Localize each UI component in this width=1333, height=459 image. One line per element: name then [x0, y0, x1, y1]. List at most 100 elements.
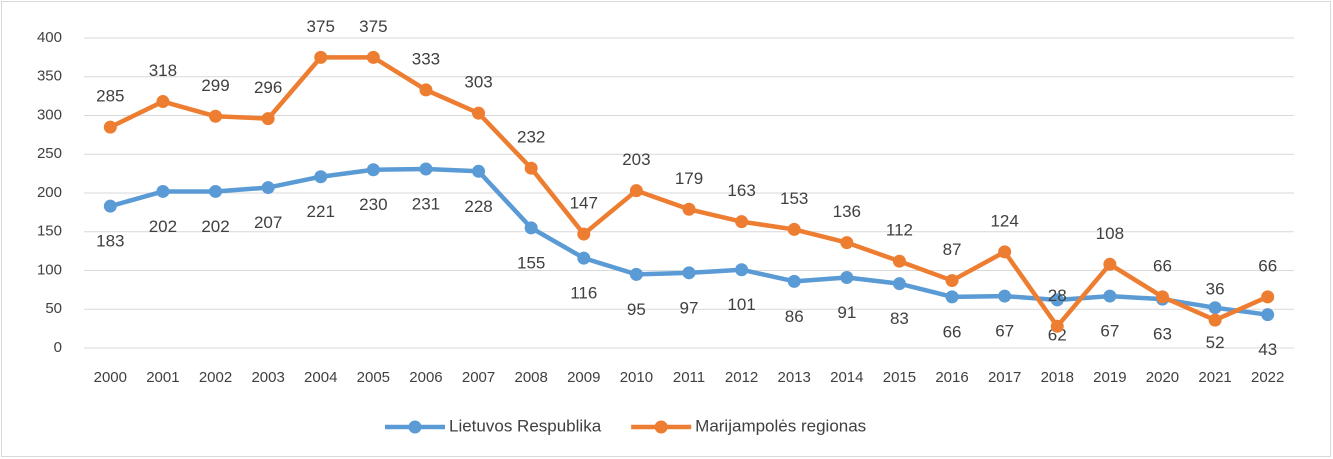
data-label: 66 — [1258, 256, 1277, 275]
data-point — [103, 199, 117, 213]
legend-label: Lietuvos Respublika — [449, 416, 602, 435]
data-point — [314, 170, 328, 184]
data-point — [998, 245, 1012, 259]
data-point — [1155, 290, 1169, 304]
data-point — [366, 163, 380, 177]
data-label: 28 — [1048, 286, 1067, 305]
data-point — [998, 289, 1012, 303]
y-tick-label: 300 — [37, 106, 62, 123]
data-label: 147 — [570, 194, 598, 213]
data-label: 87 — [943, 240, 962, 259]
x-tick-label: 2019 — [1093, 369, 1126, 386]
x-tick-label: 2004 — [304, 369, 337, 386]
legend-marker — [408, 420, 422, 434]
data-point — [156, 184, 170, 198]
data-point — [1208, 313, 1222, 327]
data-label: 67 — [1100, 322, 1119, 341]
x-tick-label: 2011 — [673, 369, 705, 386]
data-point — [1261, 290, 1275, 304]
data-point — [524, 221, 538, 235]
data-label: 333 — [412, 49, 440, 68]
y-tick-label: 0 — [54, 339, 62, 356]
data-label: 91 — [837, 303, 856, 322]
data-label: 203 — [622, 150, 650, 169]
data-label: 285 — [96, 87, 124, 106]
data-point — [892, 277, 906, 291]
data-label: 183 — [96, 232, 124, 251]
x-tick-label: 2008 — [514, 369, 547, 386]
data-point — [735, 215, 749, 229]
data-label: 179 — [675, 169, 703, 188]
data-point — [629, 267, 643, 281]
x-tick-label: 2003 — [251, 369, 284, 386]
data-point — [682, 202, 696, 216]
data-point — [840, 270, 854, 284]
data-point — [1208, 301, 1222, 315]
x-tick-label: 2022 — [1251, 369, 1284, 386]
legend-marker — [654, 420, 668, 434]
data-point — [787, 274, 801, 288]
data-label: 112 — [886, 221, 913, 240]
data-point — [682, 266, 696, 280]
data-point — [577, 251, 591, 265]
data-label: 303 — [464, 73, 492, 92]
data-label: 101 — [727, 295, 755, 314]
data-point — [1103, 289, 1117, 303]
data-label: 155 — [517, 253, 545, 272]
y-tick-label: 150 — [37, 223, 62, 240]
data-point — [419, 162, 433, 176]
data-label: 375 — [307, 17, 335, 36]
data-label: 36 — [1206, 280, 1225, 299]
x-tick-label: 2010 — [620, 369, 653, 386]
data-label: 202 — [149, 217, 177, 236]
data-label: 228 — [464, 197, 492, 216]
x-tick-label: 2006 — [409, 369, 442, 386]
x-tick-label: 2009 — [567, 369, 600, 386]
data-point — [1050, 293, 1064, 307]
data-label: 67 — [995, 322, 1014, 341]
data-label: 86 — [785, 307, 804, 326]
data-point — [366, 50, 380, 64]
data-label: 202 — [201, 217, 229, 236]
data-point — [945, 290, 959, 304]
data-label: 66 — [1153, 256, 1172, 275]
x-tick-label: 2018 — [1041, 369, 1074, 386]
legend-label: Marijampolės regionas — [695, 416, 866, 435]
data-label: 95 — [627, 300, 646, 319]
data-label: 124 — [990, 211, 1018, 230]
data-point — [156, 95, 170, 109]
data-label: 299 — [201, 76, 229, 95]
data-point — [1050, 319, 1064, 333]
data-point — [629, 184, 643, 198]
data-point — [524, 161, 538, 175]
data-point — [209, 109, 223, 123]
data-point — [103, 120, 117, 134]
data-point — [1103, 257, 1117, 271]
data-label: 83 — [890, 309, 909, 328]
x-tick-label: 2021 — [1198, 369, 1231, 386]
data-point — [419, 83, 433, 97]
data-point — [209, 184, 223, 198]
data-label: 97 — [680, 298, 699, 317]
data-label: 136 — [833, 202, 861, 221]
data-label: 296 — [254, 78, 282, 97]
data-point — [472, 164, 486, 178]
data-label: 108 — [1096, 224, 1124, 243]
data-label: 318 — [149, 61, 177, 80]
data-point — [261, 181, 275, 195]
y-tick-label: 100 — [37, 261, 62, 278]
data-label: 231 — [412, 194, 440, 213]
x-tick-label: 2016 — [935, 369, 968, 386]
x-tick-label: 2005 — [357, 369, 390, 386]
data-label: 63 — [1153, 325, 1172, 344]
x-tick-label: 2017 — [988, 369, 1021, 386]
x-tick-label: 2000 — [94, 369, 127, 386]
x-tick-label: 2013 — [778, 369, 811, 386]
data-point — [787, 222, 801, 236]
data-point — [945, 274, 959, 288]
data-label: 221 — [307, 202, 335, 221]
x-tick-label: 2015 — [883, 369, 916, 386]
data-label: 66 — [943, 322, 962, 341]
